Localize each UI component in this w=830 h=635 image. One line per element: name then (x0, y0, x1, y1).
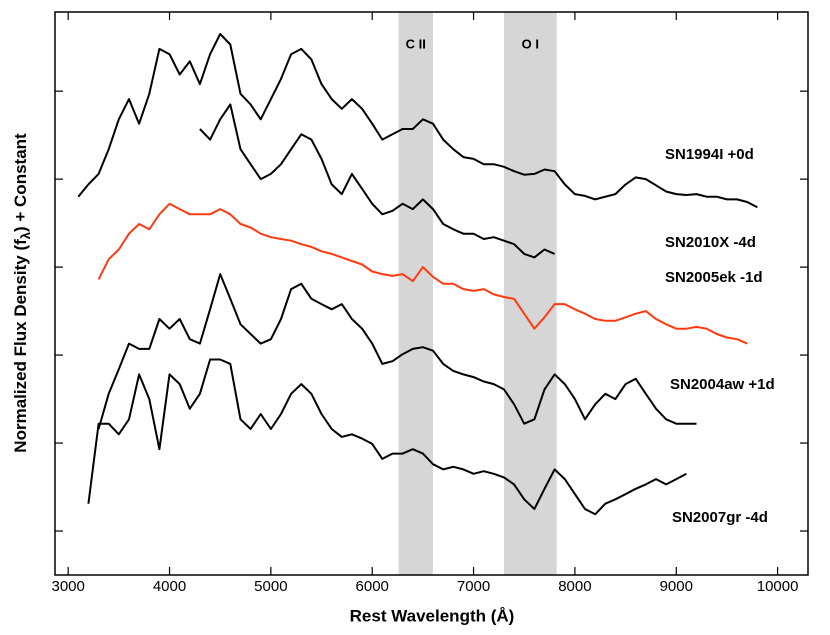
series-label: SN2005ek -1d (665, 269, 763, 286)
series-label: SN1994I +0d (665, 146, 754, 163)
y-title-sub: λ (18, 231, 33, 239)
series-label: SN2010X -4d (665, 234, 756, 251)
x-tick-label: 4000 (153, 578, 186, 595)
band (398, 12, 434, 575)
plot-frame (54, 11, 809, 576)
band-label: O I (522, 36, 539, 51)
band (503, 12, 557, 575)
lines (77, 33, 758, 516)
x-tick-label: 3000 (51, 578, 84, 595)
y-axis-title: Normalized Flux Density (fλ) + Constant (11, 133, 33, 453)
x-tick-label: 10000 (757, 578, 799, 595)
spectrum-line (97, 202, 748, 345)
spectrum-line (97, 273, 697, 430)
series-label: SN2007gr -4d (672, 509, 768, 526)
x-axis-title: Rest Wavelength (Å) (350, 606, 515, 625)
x-tick-label: 8000 (558, 578, 591, 595)
y-title-part: ) + Constant (11, 133, 30, 232)
spectrum-line (77, 33, 758, 209)
x-tick-label: 6000 (356, 578, 389, 595)
x-tick-label: 5000 (254, 578, 287, 595)
spectrum-line (87, 358, 687, 516)
spectrum-line (199, 103, 555, 259)
y-title-part: Normalized Flux Density (f (11, 239, 30, 453)
band-label: C II (406, 36, 426, 51)
series-label: SN2004aw +1d (670, 376, 775, 393)
bands (398, 12, 557, 575)
x-tick-label: 9000 (660, 578, 693, 595)
x-tick-label: 7000 (457, 578, 490, 595)
